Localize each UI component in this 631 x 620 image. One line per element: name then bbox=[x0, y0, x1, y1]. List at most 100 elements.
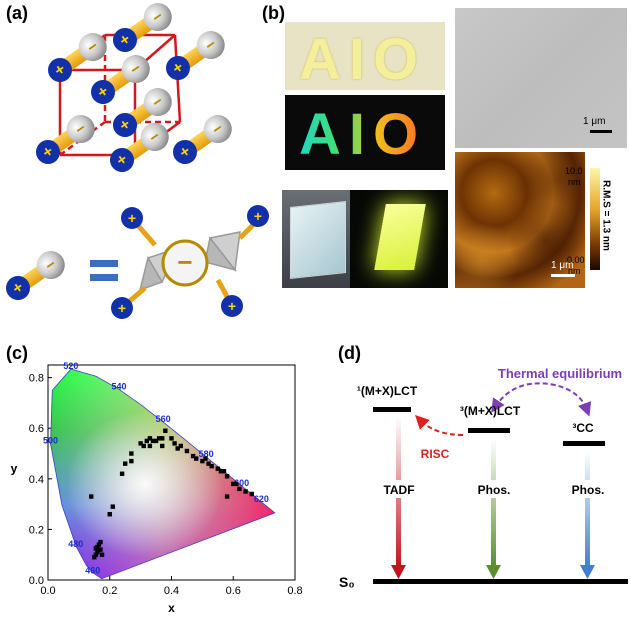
x-tick-label: 0.2 bbox=[102, 585, 117, 597]
photo-film-daylight bbox=[282, 190, 352, 288]
cie-point bbox=[95, 549, 100, 555]
cie-point bbox=[172, 441, 177, 446]
panel-a-label: (a) bbox=[6, 3, 28, 23]
svg-text:−: − bbox=[177, 247, 192, 277]
cie-data-points bbox=[89, 428, 254, 560]
cie-point bbox=[215, 466, 221, 471]
wavelength-label: 460 bbox=[85, 566, 100, 576]
y-tick-label: 0.2 bbox=[29, 524, 44, 536]
cie-point bbox=[160, 443, 165, 449]
wavelength-label: 500 bbox=[43, 435, 58, 445]
cie-point bbox=[221, 469, 227, 474]
cie-point bbox=[147, 436, 153, 441]
x-tick-label: 0.6 bbox=[226, 585, 241, 597]
level-2-label: ³(M+X)LCT bbox=[460, 404, 521, 418]
rms-label: R.M.S = 1.3 nm bbox=[600, 180, 612, 251]
cie-point bbox=[92, 555, 97, 560]
cie-point bbox=[203, 456, 208, 461]
svg-text:+: + bbox=[118, 300, 126, 316]
cie-point bbox=[110, 504, 116, 509]
afm-image: 1 μm bbox=[455, 152, 585, 288]
cie-point bbox=[200, 458, 205, 464]
cie-point bbox=[98, 539, 103, 545]
x-tick-label: 0.8 bbox=[287, 585, 302, 597]
photo-aio-uv: AIO bbox=[285, 95, 445, 170]
sem-image: 1 μm bbox=[455, 8, 627, 148]
cie-point bbox=[141, 443, 146, 449]
cie-point bbox=[249, 491, 254, 497]
cie-point bbox=[129, 451, 134, 456]
unit-legend: +− − + + + + bbox=[6, 205, 269, 319]
cie-point bbox=[224, 494, 230, 499]
locus-white-overlay bbox=[50, 369, 275, 579]
panel-d-label: (d) bbox=[338, 343, 361, 363]
cie-point bbox=[156, 436, 162, 441]
cie-point bbox=[138, 441, 143, 446]
level-1-bar bbox=[373, 407, 411, 412]
cie-point bbox=[234, 481, 239, 487]
cie-point bbox=[209, 463, 214, 469]
afm-scale-label: 1 μm bbox=[551, 260, 574, 271]
cie-point bbox=[175, 446, 180, 451]
risc-label: RISC bbox=[421, 447, 450, 461]
cie-axes: 0.0 0.2 0.4 0.6 0.8 0.0 0.2 0.4 0.6 0.8 bbox=[29, 364, 303, 597]
cie-point bbox=[147, 443, 153, 449]
cie-point bbox=[231, 481, 236, 487]
risc-arrow bbox=[415, 415, 464, 436]
cie-point bbox=[206, 461, 211, 466]
thermal-equilibrium-arrow bbox=[491, 382, 592, 417]
cie-point bbox=[89, 494, 94, 499]
energy-diagram: Thermal equilibrium ¹(M+X)LCT ³(M+X)LCT … bbox=[339, 366, 628, 590]
wavelength-label: 600 bbox=[234, 478, 249, 488]
cie-point bbox=[93, 546, 99, 551]
wavelength-label: 520 bbox=[63, 361, 78, 371]
thermal-equilibrium-label: Thermal equilibrium bbox=[498, 366, 622, 381]
cie-point bbox=[122, 461, 128, 466]
y-tick-label: 0.8 bbox=[29, 373, 44, 385]
photo-film-uv bbox=[350, 190, 448, 288]
aio-text-daylight: AIO bbox=[299, 27, 427, 90]
cie-point bbox=[243, 489, 248, 494]
svg-text:+: + bbox=[128, 210, 136, 226]
tadf-label: TADF bbox=[383, 483, 414, 497]
wavelength-label: 560 bbox=[156, 414, 171, 424]
cie-point bbox=[184, 448, 190, 454]
y-axis-label: y bbox=[11, 462, 18, 476]
y-tick-label: 0.0 bbox=[29, 575, 44, 587]
afm-colorbar bbox=[590, 168, 600, 270]
panel-a-figure: +− +− +− +− +− +− +− +− +− − + + + + bbox=[6, 3, 269, 319]
afm-scale-bar bbox=[551, 274, 575, 277]
cie-point bbox=[129, 458, 134, 464]
cie-point bbox=[93, 552, 99, 557]
wavelength-label: 480 bbox=[68, 539, 83, 549]
ground-state-bar bbox=[373, 579, 628, 584]
colorbar-max: 10.0 bbox=[565, 166, 583, 176]
phos-arrow-3 bbox=[585, 451, 590, 567]
cie-point bbox=[96, 542, 102, 547]
wavelength-label: 580 bbox=[199, 449, 214, 459]
phos-arrow-2 bbox=[491, 439, 496, 567]
wavelength-label: 620 bbox=[254, 494, 269, 504]
cie-point bbox=[98, 547, 103, 552]
cie-point bbox=[99, 552, 105, 557]
level-3-bar bbox=[563, 441, 605, 446]
cie-point bbox=[169, 436, 174, 441]
cie-point bbox=[194, 456, 199, 461]
cie-point bbox=[237, 486, 242, 492]
aio-text-uv: AIO bbox=[299, 102, 427, 167]
svg-text:+: + bbox=[228, 298, 236, 314]
cie-point bbox=[190, 453, 196, 459]
y-tick-label: 0.6 bbox=[29, 423, 44, 435]
y-tick-label: 0.4 bbox=[29, 474, 44, 486]
svg-text:+: + bbox=[254, 208, 262, 224]
phos-label-3: Phos. bbox=[572, 483, 605, 497]
sem-scale-bar bbox=[590, 130, 612, 133]
level-3-label: ³CC bbox=[572, 421, 594, 435]
sem-scale-label: 1 μm bbox=[583, 116, 606, 127]
colorbar-min: 0.00 bbox=[567, 255, 585, 265]
cie-point bbox=[153, 438, 159, 444]
cie-point bbox=[107, 512, 112, 517]
colorbar-max-unit: nm bbox=[568, 177, 581, 187]
cie-point bbox=[160, 436, 165, 441]
cie-point bbox=[178, 443, 183, 449]
